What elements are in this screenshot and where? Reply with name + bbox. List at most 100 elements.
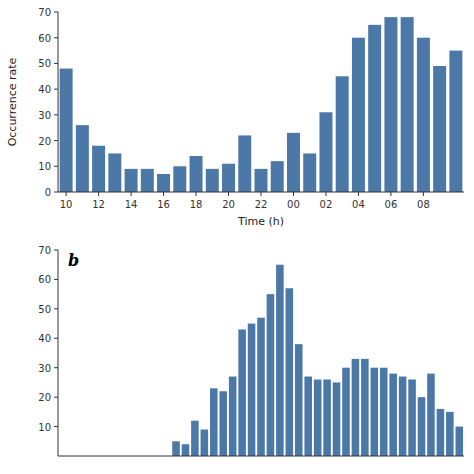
bar (427, 374, 435, 456)
x-tick (98, 192, 99, 196)
chart: 10203040506070b (38, 245, 464, 456)
y-tick-label: 10 (38, 161, 51, 172)
bar (157, 174, 170, 192)
y-tick-label: 50 (38, 58, 51, 69)
y-axis-line (58, 250, 59, 456)
figure: 0 10 20 30 40 50 60 70 10 12 14 16 18 20 22 00 02 04 06 08 T… (0, 0, 474, 474)
y-tick-label: 50 (38, 304, 51, 315)
x-tick-label: 04 (352, 199, 365, 210)
bar (276, 265, 284, 456)
bar (437, 409, 445, 456)
y-tick-label: 40 (38, 84, 51, 95)
bar (222, 164, 235, 192)
bar (399, 377, 407, 456)
y-tick-label: 70 (38, 7, 51, 18)
y-tick (54, 192, 58, 193)
bar (219, 391, 227, 456)
y-tick (54, 397, 58, 398)
y-tick-label: 30 (38, 363, 51, 374)
x-tick-label: 20 (222, 199, 235, 210)
x-tick (131, 192, 132, 196)
bars (172, 265, 463, 456)
bar (206, 169, 219, 192)
bars (60, 17, 463, 192)
bar (433, 66, 446, 192)
x-tick (423, 192, 424, 196)
bar (108, 153, 121, 192)
x-tick (228, 192, 229, 196)
bar (371, 368, 379, 456)
bar (141, 169, 154, 192)
chart: 010203040506070101214161820220002040608T… (6, 7, 464, 228)
bar (229, 377, 237, 456)
bar (238, 329, 246, 456)
y-tick-label: 60 (38, 274, 51, 285)
x-tick-label: 22 (255, 199, 268, 210)
y-axis-label: Occurrence rate (6, 57, 19, 146)
x-tick (261, 192, 262, 196)
x-tick-label: 18 (190, 199, 203, 210)
y-tick (54, 250, 58, 251)
y-tick (54, 279, 58, 280)
y-tick-label: 20 (38, 392, 51, 403)
x-tick-label: 06 (385, 199, 398, 210)
x-tick (66, 192, 67, 196)
bar (255, 169, 268, 192)
bar (449, 51, 462, 192)
y-tick (54, 308, 58, 309)
bar (342, 368, 350, 456)
bar (456, 427, 464, 456)
x-tick (293, 192, 294, 196)
y-tick (54, 338, 58, 339)
y-tick-label: 60 (38, 33, 51, 44)
bar (361, 359, 369, 456)
panel-label: b (68, 251, 79, 270)
bar (333, 382, 341, 456)
bar (380, 368, 388, 456)
y-tick (54, 140, 58, 141)
bar (182, 444, 190, 456)
bar (295, 344, 303, 456)
bar (248, 324, 256, 456)
bar (314, 379, 322, 456)
x-tick (163, 192, 164, 196)
bar (384, 17, 397, 192)
bar (304, 377, 312, 456)
bar (201, 430, 209, 456)
x-tick-label: 16 (157, 199, 170, 210)
bar (446, 412, 454, 456)
x-tick (390, 192, 391, 196)
bar (352, 38, 365, 192)
y-tick-label: 0 (45, 187, 51, 198)
bar (271, 161, 284, 192)
bar (418, 397, 426, 456)
x-tick-label: 14 (125, 199, 138, 210)
x-tick-label: 00 (287, 199, 300, 210)
y-tick (54, 37, 58, 38)
x-axis-label: Time (h) (237, 215, 284, 228)
bar (319, 112, 332, 192)
x-tick-label: 02 (320, 199, 333, 210)
bar (267, 294, 275, 456)
x-tick-label: 10 (60, 199, 73, 210)
bar (401, 17, 414, 192)
y-tick-label: 30 (38, 110, 51, 121)
x-axis-line (58, 456, 464, 457)
x-tick-label: 12 (92, 199, 105, 210)
y-tick (54, 63, 58, 64)
bar (125, 169, 138, 192)
bar (172, 441, 180, 456)
y-tick (54, 367, 58, 368)
y-tick (54, 12, 58, 13)
y-tick-label: 70 (38, 245, 51, 256)
y-tick-label: 10 (38, 422, 51, 433)
bar (303, 153, 316, 192)
bar (173, 166, 186, 192)
bar (352, 359, 360, 456)
bar (287, 133, 300, 192)
bar (92, 146, 105, 192)
x-tick (325, 192, 326, 196)
bar (389, 374, 397, 456)
x-tick-label: 08 (417, 199, 430, 210)
bar (336, 76, 349, 192)
